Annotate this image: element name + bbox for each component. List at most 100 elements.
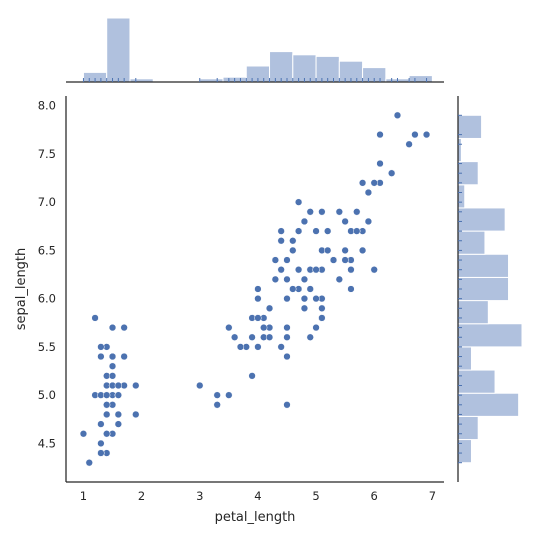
scatter-point (294, 227, 303, 235)
top-marginal-rug (82, 78, 428, 82)
right-marginal-rug (458, 114, 462, 464)
scatter-point (347, 266, 355, 274)
scatter-points (79, 111, 431, 467)
scatter-point (196, 381, 204, 390)
scatter-point (312, 295, 320, 303)
scatter-point (265, 304, 274, 312)
scatter-point (393, 111, 402, 119)
x-tick-label: 3 (196, 489, 203, 503)
scatter-point (248, 333, 256, 341)
scatter-point (85, 459, 93, 467)
scatter-point (300, 304, 309, 312)
scatter-point (376, 130, 384, 139)
top-hist-bar (408, 75, 433, 83)
scatter-point (324, 227, 332, 235)
scatter-point (260, 323, 268, 332)
top-marginal-histogram (66, 17, 444, 83)
scatter-point (271, 256, 280, 264)
scatter-point (103, 410, 111, 419)
scatter-point (277, 266, 285, 274)
right-hist-bar (457, 253, 510, 278)
scatter-point (422, 130, 431, 139)
scatter-point (370, 266, 378, 274)
right-marginal-histogram (457, 96, 523, 482)
right-hist-bar (457, 369, 496, 394)
scatter-point (213, 391, 221, 399)
scatter-point (364, 188, 373, 197)
scatter-point (289, 237, 297, 245)
top-hist-bar (269, 51, 294, 83)
scatter-point (411, 130, 419, 139)
scatter-point (97, 449, 105, 457)
scatter-point (248, 372, 256, 380)
y-tick-label: 7.5 (38, 147, 56, 161)
right-hist-bar (457, 207, 506, 232)
x-tick-label: 1 (80, 489, 87, 503)
scatter-point (254, 295, 262, 303)
axes: 1 2 3 4 5 6 7 4.5 5.0 5.5 6.0 6.5 7.0 7.5 8.0 (38, 96, 444, 503)
scatter-point (294, 266, 303, 274)
top-hist-bar (106, 17, 131, 83)
scatter-point (353, 227, 361, 235)
x-tick-label: 5 (312, 489, 319, 503)
scatter-point (103, 401, 111, 409)
right-hist-bar (457, 276, 510, 302)
scatter-point (341, 256, 349, 264)
scatter-point (91, 314, 99, 322)
scatter-point (376, 159, 384, 168)
scatter-point (370, 179, 378, 187)
scatter-point (324, 246, 332, 255)
scatter-point (114, 420, 122, 428)
scatter-point (341, 246, 349, 255)
right-hist-bar (457, 230, 486, 255)
scatter-point (108, 372, 117, 380)
scatter-point (283, 401, 291, 409)
x-tick-label: 6 (371, 489, 378, 503)
scatter-point (358, 179, 367, 187)
scatter-point (306, 208, 314, 216)
y-tick-label: 5.0 (38, 388, 56, 402)
right-hist-bar (457, 300, 489, 325)
scatter-point (254, 285, 262, 293)
scatter-point (318, 208, 326, 216)
x-tick-label: 7 (429, 489, 436, 503)
scatter-point (283, 323, 291, 332)
scatter-point (97, 420, 105, 428)
y-tick-label: 7.0 (38, 195, 56, 209)
scatter-point (225, 323, 233, 332)
right-hist-bar (457, 323, 523, 348)
scatter-point (108, 323, 117, 332)
y-tick-label: 5.5 (38, 340, 56, 354)
scatter-point (294, 198, 303, 206)
scatter-point (79, 430, 88, 438)
scatter-point (405, 140, 413, 148)
scatter-point (103, 391, 111, 399)
y-tick-label: 4.5 (38, 436, 56, 450)
scatter-point (277, 227, 285, 235)
scatter-point (306, 333, 314, 341)
scatter-point (236, 343, 245, 351)
scatter-point (289, 246, 297, 255)
scatter-point (225, 391, 233, 399)
scatter-point (97, 343, 105, 351)
scatter-point (114, 381, 122, 390)
scatter-point (213, 401, 221, 409)
y-axis-label: sepal_length (14, 248, 29, 331)
scatter-point (358, 246, 367, 255)
y-tick-label: 6.0 (38, 292, 56, 306)
scatter-point (335, 275, 343, 284)
scatter-point (306, 285, 314, 293)
scatter-point (97, 439, 105, 448)
scatter-point (120, 352, 128, 361)
scatter-point (132, 410, 140, 419)
scatter-point (300, 217, 309, 226)
x-tick-label: 2 (138, 489, 145, 503)
scatter-point (300, 295, 309, 303)
scatter-point (108, 352, 117, 361)
x-tick-label: 4 (254, 489, 261, 503)
scatter-point (108, 362, 117, 370)
scatter-point (277, 343, 285, 351)
scatter-point (254, 343, 262, 351)
scatter-point (283, 256, 291, 264)
